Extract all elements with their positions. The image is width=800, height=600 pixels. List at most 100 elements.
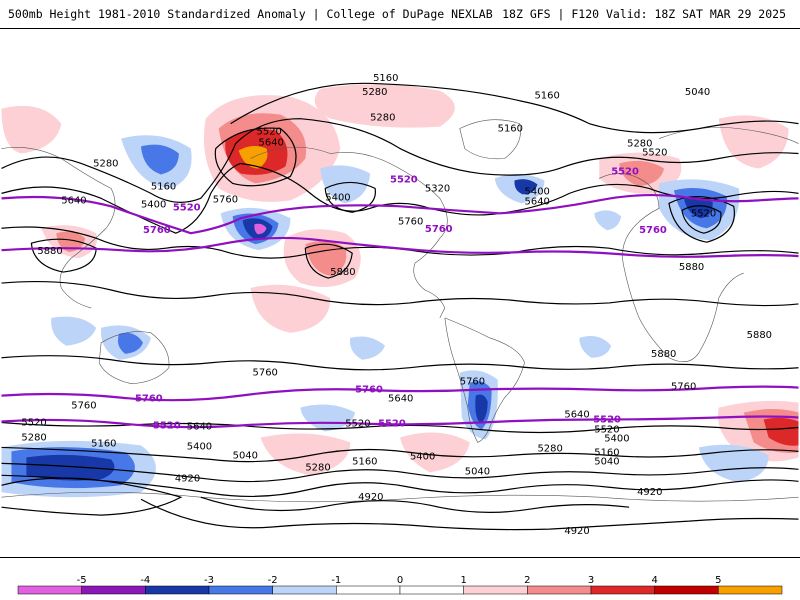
contour-5880-south [1, 355, 799, 371]
colorbar-segment [718, 585, 783, 595]
map-title: 500mb Height 1981-2010 Standardized Anom… [8, 7, 493, 21]
anomaly-neg-atlantic-2 [514, 179, 538, 195]
label-5520-i: 5520 [594, 424, 619, 435]
label-5760-p5: 5760 [135, 394, 163, 405]
colorbar: -5 -4 -3 -2 -1 0 1 2 3 4 5 [17, 575, 783, 595]
label-5520-p4: 5520 [153, 420, 181, 431]
anomaly-pos-arctic [314, 84, 455, 128]
label-5520-p2: 5520 [390, 174, 418, 185]
label-5280-g: 5280 [537, 443, 562, 454]
label-5760-e: 5760 [460, 377, 485, 388]
contour-5640-north [1, 226, 799, 259]
colorbar-segment [208, 585, 273, 595]
label-5640-d: 5640 [388, 394, 413, 405]
anomaly-map[interactable]: 5160 5280 5160 5040 5520 5640 5280 5160 … [0, 28, 800, 558]
coast-north-america [250, 146, 448, 319]
label-5400-e: 5400 [410, 451, 435, 462]
label-5280-b: 5280 [370, 113, 395, 124]
contour-5040-south [200, 496, 630, 513]
label-5400-d: 5400 [187, 441, 212, 452]
label-5760-d: 5760 [253, 368, 278, 379]
colorbar-tick-label: 5 [715, 575, 721, 586]
label-5160-b: 5160 [534, 91, 559, 102]
contour-5760-south-purple [1, 385, 799, 402]
colorbar-tick-label: -4 [140, 575, 150, 586]
colorbar-segment [336, 585, 401, 595]
colorbar-tick-label: 3 [588, 575, 594, 586]
contour-5880-north [1, 280, 799, 307]
colorbar-tick-labels: -5 -4 -3 -2 -1 0 1 2 3 4 5 [77, 575, 722, 586]
contour-5880-asia [30, 238, 97, 273]
anomaly-neg-indian [51, 316, 97, 346]
anomaly-pos-south-atlantic [400, 432, 470, 473]
anomaly-neg-south-ocean-4 [579, 336, 612, 358]
anomaly-neg-europe-low-3 [683, 197, 713, 219]
contour-5400-europe-ring [681, 205, 722, 234]
coast-antarctic [1, 491, 799, 503]
coast-australia [98, 331, 170, 384]
colorbar-tick-label: -5 [77, 575, 87, 586]
label-4920-c: 4920 [637, 487, 662, 498]
contour-5400-north [1, 162, 799, 234]
colorbar-segments [17, 585, 783, 595]
label-5040-d: 5040 [594, 456, 619, 467]
anomaly-neg-na-west [320, 165, 371, 204]
label-5400-c: 5400 [525, 186, 550, 197]
label-5160-g: 5160 [594, 447, 619, 458]
contour-labels: 5160 5280 5160 5040 5520 5640 5280 5160 … [21, 73, 772, 537]
anomaly-neg-indian-3 [117, 332, 143, 354]
label-5520-a: 5520 [257, 127, 282, 138]
colorbar-tick-label: -1 [331, 575, 341, 586]
label-5760-p1: 5760 [143, 225, 171, 236]
anomaly-pos-southwest-pacific [250, 284, 331, 333]
colorbar-segment [81, 585, 146, 595]
label-5040-a: 5040 [685, 87, 710, 98]
label-5040-b: 5040 [233, 450, 258, 461]
colorbar-tick-label: 4 [651, 575, 657, 586]
label-5520-g: 5520 [21, 417, 46, 428]
label-5280-d: 5280 [627, 139, 652, 150]
colorbar-segment [463, 585, 528, 595]
contour-5760-alaska-ring [214, 127, 297, 187]
label-5640-e: 5640 [187, 421, 212, 432]
contour-4920-south [140, 498, 799, 531]
contour-5880-pacific-high [304, 243, 353, 279]
anomaly-neg-antarctic-3 [26, 454, 115, 481]
label-5640-a: 5640 [259, 138, 284, 149]
anomaly-pos-asia-2 [56, 231, 86, 253]
label-5880-a: 5880 [37, 246, 62, 257]
label-5760-p3: 5760 [639, 225, 667, 236]
anomaly-pos-south-indian-3 [763, 417, 799, 446]
contour-5520-south-purple [1, 415, 799, 429]
anomaly-neg-south-ocean [300, 404, 356, 432]
label-5760-p2: 5760 [425, 224, 453, 235]
label-4920-d: 4920 [564, 526, 589, 537]
label-4920-a: 4920 [175, 473, 200, 484]
coast-south-america [444, 317, 525, 443]
colorbar-segment [145, 585, 210, 595]
anomaly-pos-europe-2 [619, 160, 664, 187]
contour-5520-europe-ring [668, 195, 736, 243]
label-5520-f: 5520 [691, 208, 716, 219]
label-5320: 5320 [425, 183, 450, 194]
label-5760-f: 5760 [71, 401, 96, 412]
label-5880-d: 5880 [747, 330, 772, 341]
colorbar-segment [17, 585, 82, 595]
colorbar-tick-label: -3 [204, 575, 214, 586]
label-5520-p5: 5520 [378, 418, 406, 429]
contour-5160-north [230, 82, 799, 134]
label-5520-p3: 5520 [611, 166, 639, 177]
label-5760-p4: 5760 [355, 385, 383, 396]
highlight-contours [1, 193, 799, 429]
colorbar-segment [527, 585, 592, 595]
label-5880-e: 5880 [651, 349, 676, 360]
colorbar-segment [654, 585, 719, 595]
anomaly-neg-south-chile-3 [475, 394, 488, 424]
label-5760-g: 5760 [671, 382, 696, 393]
colorbar-segment [399, 585, 464, 595]
label-5280-c: 5280 [93, 158, 118, 169]
label-5280-e: 5280 [21, 432, 46, 443]
anomaly-neg-bering-2 [140, 144, 179, 175]
label-5160-top: 5160 [373, 73, 398, 84]
label-5880-c: 5880 [679, 262, 704, 273]
